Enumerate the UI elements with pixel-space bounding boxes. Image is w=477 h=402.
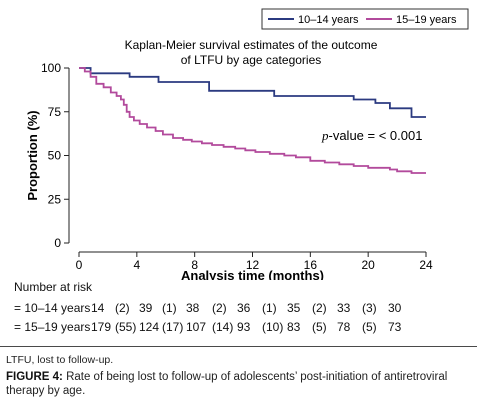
legend-label: 10–14 years bbox=[298, 14, 359, 26]
risk-cell: 124 bbox=[139, 320, 160, 334]
x-tick-label: 16 bbox=[304, 258, 318, 272]
risk-cell: 107 bbox=[186, 320, 207, 334]
risk-cell: (2) bbox=[212, 301, 227, 315]
p-value-symbol: p bbox=[321, 128, 329, 143]
y-tick-label: 0 bbox=[54, 236, 61, 250]
risk-cell: (2) bbox=[115, 301, 130, 315]
risk-cell: (17) bbox=[162, 320, 184, 334]
risk-cell: (14) bbox=[212, 320, 234, 334]
risk-cell: (55) bbox=[115, 320, 137, 334]
risk-row-label: = 15–19 years bbox=[14, 320, 91, 334]
x-tick-label: 20 bbox=[361, 258, 375, 272]
x-tick-label: 8 bbox=[191, 258, 198, 272]
y-tick-label: 25 bbox=[48, 192, 62, 206]
risk-row-15-19: = 15–19 years 179 (55) 124 (17) 107 (14) 93 (10)… bbox=[14, 320, 401, 334]
risk-cell: 30 bbox=[388, 301, 402, 315]
risk-cell: (1) bbox=[162, 301, 177, 315]
risk-cell: (10) bbox=[262, 320, 284, 334]
y-tick-label: 75 bbox=[48, 105, 62, 119]
chart-title-line: of LTFU by age categories bbox=[181, 53, 322, 67]
series-line-15-19 bbox=[79, 67, 426, 174]
km-chart: 0 25 50 75 100 0 4 8 12 16 20 24 Analysis time (mont… bbox=[25, 8, 469, 280]
risk-cell: 179 bbox=[91, 320, 112, 334]
risk-cell: 33 bbox=[337, 301, 351, 315]
p-value-annotation: p-value = < 0.001 bbox=[321, 128, 422, 143]
legend-box bbox=[261, 8, 469, 30]
risk-cell: (5) bbox=[362, 320, 377, 334]
caption-note: LTFU, lost to follow-up. bbox=[6, 354, 114, 366]
risk-cell: 78 bbox=[337, 320, 351, 334]
x-tick-label: 24 bbox=[419, 258, 433, 272]
risk-cell: 38 bbox=[186, 301, 200, 315]
x-tick-label: 0 bbox=[76, 258, 83, 272]
risk-cell: 83 bbox=[287, 320, 301, 334]
risk-cell: 93 bbox=[237, 320, 251, 334]
risk-cell: (1) bbox=[262, 301, 277, 315]
figure-caption: FIGURE 4: Rate of being lost to follow-u… bbox=[6, 370, 474, 398]
x-tick-label: 4 bbox=[133, 258, 140, 272]
y-tick-label: 100 bbox=[41, 61, 61, 75]
risk-cell: 39 bbox=[139, 301, 153, 315]
p-value-text: -value = < 0.001 bbox=[329, 128, 423, 143]
risk-cell: 73 bbox=[388, 320, 402, 334]
legend-label: 15–19 years bbox=[396, 14, 457, 26]
x-tick-label: 12 bbox=[246, 258, 260, 272]
risk-cell: (3) bbox=[362, 301, 377, 315]
risk-row-label: = 10–14 years bbox=[14, 301, 91, 315]
risk-cell: (2) bbox=[312, 301, 327, 315]
risk-cell: 35 bbox=[287, 301, 301, 315]
series-line-10-14 bbox=[79, 67, 426, 118]
chart-title-line: Kaplan-Meier survival estimates of the o… bbox=[125, 38, 378, 52]
y-tick-label: 50 bbox=[48, 149, 62, 163]
figure-panel: 0 25 50 75 100 0 4 8 12 16 20 24 Analysis time (mont… bbox=[0, 8, 477, 347]
legend: 10–14 years 15–19 years bbox=[261, 8, 469, 30]
risk-cell: 14 bbox=[91, 301, 105, 315]
caption-text: Rate of being lost to follow-up of adole… bbox=[6, 371, 448, 397]
x-axis-label: Analysis time (months) bbox=[181, 268, 324, 280]
risk-row-10-14: = 10–14 years 14 (2) 39 (1) 38 (2) 36 (1) 35 (2) 33… bbox=[14, 301, 401, 315]
caption-label: FIGURE 4: bbox=[6, 371, 63, 383]
risk-cell: 36 bbox=[237, 301, 251, 315]
risk-table-header: Number at risk bbox=[14, 280, 93, 294]
y-axis-label: Proportion (%) bbox=[25, 110, 40, 200]
risk-cell: (5) bbox=[312, 320, 327, 334]
